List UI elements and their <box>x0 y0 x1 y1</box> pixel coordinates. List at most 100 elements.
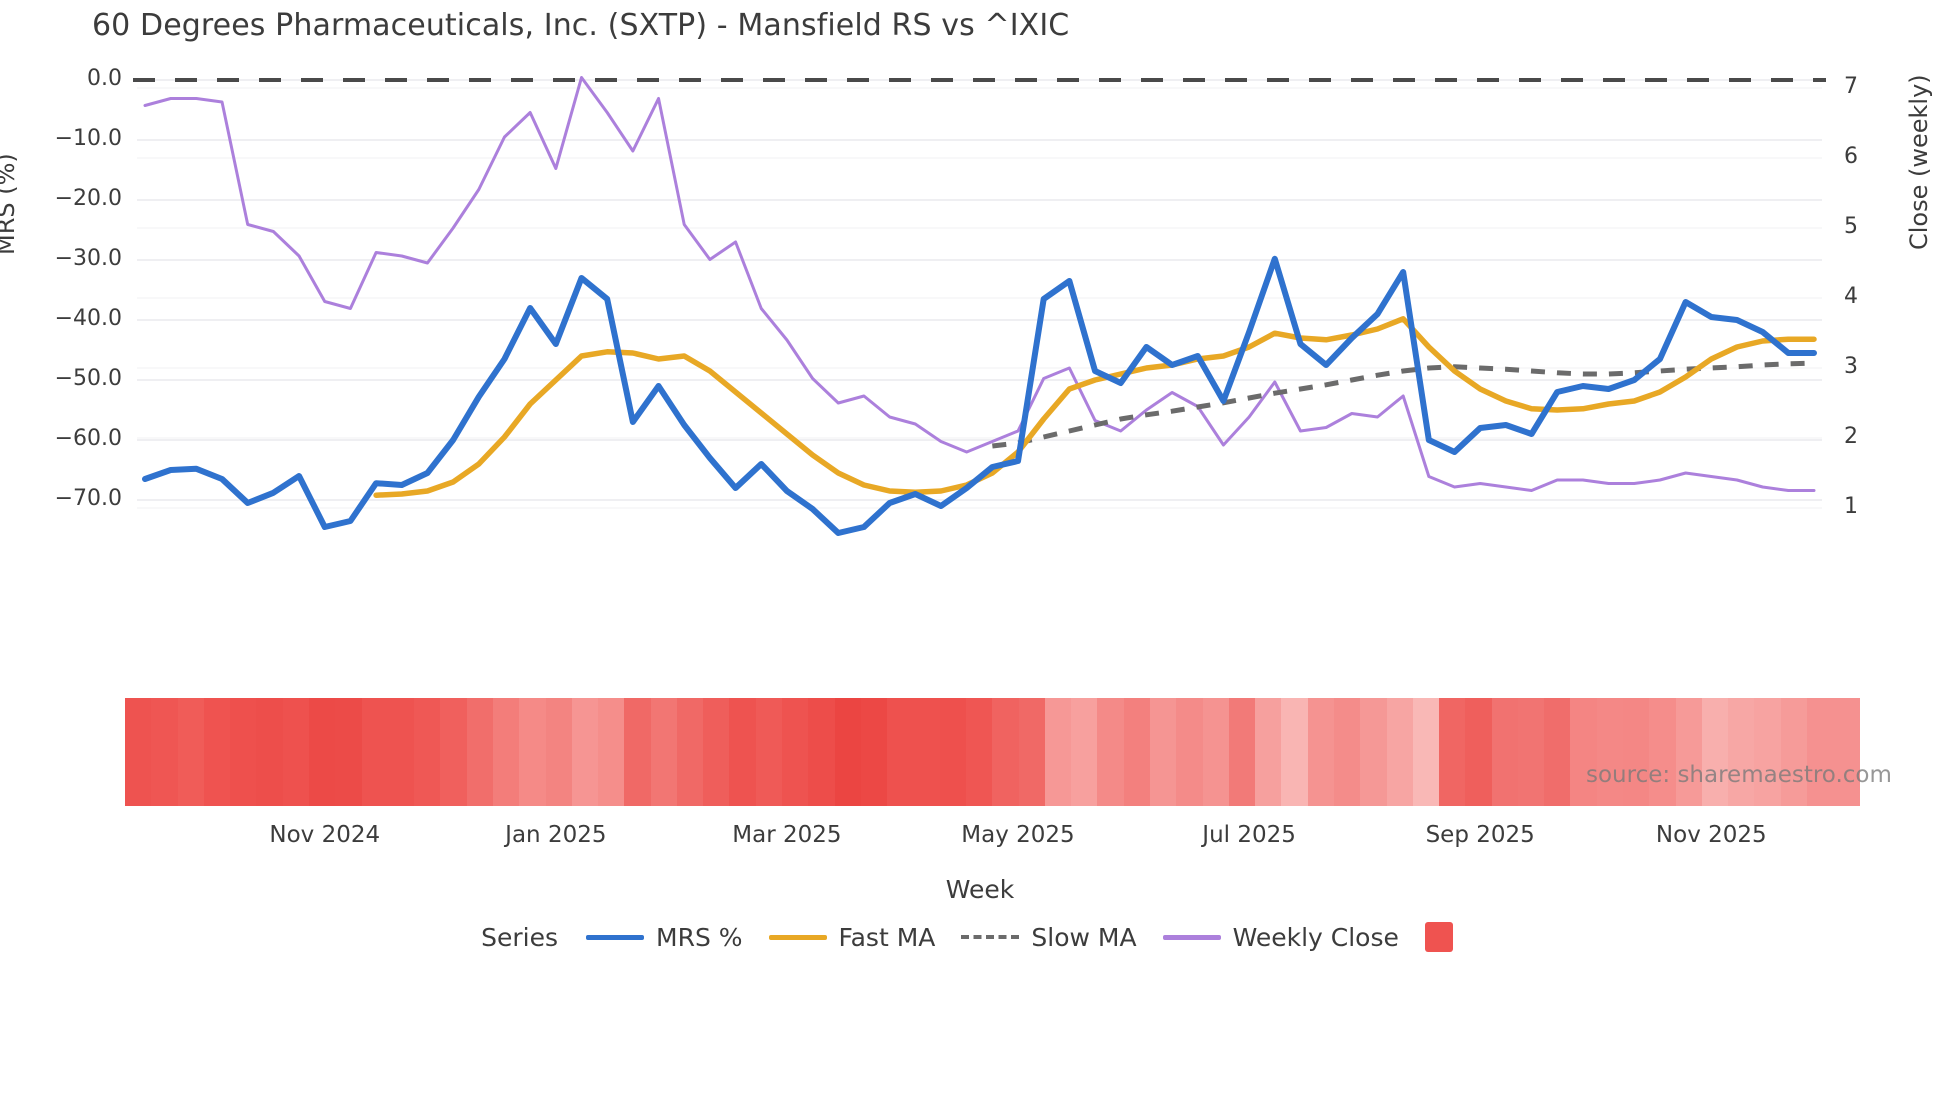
rs-strength-heat-band <box>125 698 1860 806</box>
heat-band-cell <box>887 698 914 806</box>
heat-band-cell <box>1149 698 1177 806</box>
plot-area <box>133 76 1826 620</box>
page-title: 60 Degrees Pharmaceuticals, Inc. (SXTP) … <box>92 8 1070 43</box>
legend-line-swatch <box>768 934 827 940</box>
y-axis-left-tick: −30.0 <box>54 246 122 271</box>
series-mrs <box>142 255 1817 536</box>
heat-band-cell <box>1071 698 1098 806</box>
legend-item[interactable]: Slow MA <box>961 922 1137 952</box>
y-axis-left-tick: 0.0 <box>87 66 122 91</box>
heat-band-cell <box>177 698 204 806</box>
heat-band-cell <box>703 698 730 806</box>
series-weekly-close <box>143 76 1816 492</box>
heat-band-cell <box>913 698 940 806</box>
y-axis-left-tick: −60.0 <box>54 426 122 451</box>
y-axis-left-tick: −40.0 <box>54 306 122 331</box>
legend-item[interactable]: Weekly Close <box>1162 922 1399 952</box>
heat-band-cell <box>782 698 809 806</box>
heat-band-cell <box>624 698 651 806</box>
heat-band-cell <box>729 698 756 806</box>
heat-band-cell <box>492 698 520 806</box>
heat-band-cell <box>939 698 966 806</box>
y-axis-right-label: Close (weekly) <box>1905 74 1933 250</box>
heat-band-cell <box>440 698 467 806</box>
heat-band-cell <box>598 698 625 806</box>
heat-band-cell <box>1701 698 1729 806</box>
heat-band-cell <box>1491 698 1518 806</box>
heat-band-cell <box>834 698 861 806</box>
chart-legend: Series MRS % Fast MA Slow MA Weekly Close <box>0 922 1960 952</box>
heat-band-cell <box>1228 698 1256 806</box>
heat-band-cell <box>571 698 599 806</box>
heat-band-cell <box>992 698 1019 806</box>
heat-band-cell <box>1386 698 1413 806</box>
heat-band-cell <box>1833 698 1860 806</box>
heat-band-cell <box>335 698 362 806</box>
heat-band-cell <box>1544 698 1571 806</box>
heat-band-cell <box>1623 698 1650 806</box>
heat-band-cell <box>1123 698 1150 806</box>
heat-band-cell <box>466 698 493 806</box>
heat-band-cell <box>519 698 546 806</box>
heat-band-cell <box>387 698 415 806</box>
heat-band-cell <box>1018 698 1045 806</box>
heat-band-cell <box>1517 698 1545 806</box>
legend-line-swatch <box>1162 934 1221 940</box>
y-axis-right-tick: 1 <box>1844 494 1858 519</box>
heat-band-cell <box>125 698 152 806</box>
x-axis-tick: Jul 2025 <box>1202 822 1296 848</box>
rs-band-swatch <box>1424 922 1453 952</box>
heat-band-cell <box>650 698 677 806</box>
legend-line-swatch <box>961 935 1020 939</box>
x-axis-tick: Sep 2025 <box>1425 822 1535 848</box>
legend-title: Series <box>481 922 559 952</box>
y-axis-right-tick: 2 <box>1844 424 1858 449</box>
heat-band-cell <box>1754 698 1781 806</box>
series-canvas <box>133 76 1826 536</box>
y-axis-left-tick: −70.0 <box>54 486 122 511</box>
heat-band-cell <box>1807 698 1834 806</box>
heat-band-cell <box>256 698 283 806</box>
y-axis-right-tick: 5 <box>1844 214 1858 239</box>
heat-band-cell <box>308 698 336 806</box>
x-axis-tick: Nov 2025 <box>1655 822 1767 848</box>
x-axis-tick: May 2025 <box>961 822 1075 848</box>
y-axis-right-tick: 3 <box>1844 354 1858 379</box>
heat-band-cell <box>361 698 388 806</box>
x-axis-label: Week <box>945 875 1015 904</box>
legend-label: Slow MA <box>1031 922 1137 952</box>
heat-band-cell <box>1596 698 1624 806</box>
x-axis-tick: Nov 2024 <box>269 822 381 848</box>
heat-band-cell <box>966 698 993 806</box>
heat-band-cell <box>282 698 309 806</box>
y-axis-left-tick: −10.0 <box>54 126 122 151</box>
heat-band-cell <box>755 698 783 806</box>
heat-band-cell <box>1281 698 1308 806</box>
heat-band-cell <box>1044 698 1072 806</box>
heat-band-cell <box>860 698 888 806</box>
legend-item[interactable]: Fast MA <box>768 923 935 952</box>
legend-color-swatch[interactable] <box>1424 922 1453 952</box>
y-axis-left-tick: −20.0 <box>54 186 122 211</box>
heat-band-cell <box>1780 698 1807 806</box>
heat-band-cell <box>545 698 572 806</box>
source-watermark: source: sharemaestro.com <box>1586 762 1892 788</box>
y-axis-right-tick: 6 <box>1844 144 1858 169</box>
heat-band-cell <box>414 698 441 806</box>
x-axis-tick: Jan 2025 <box>505 822 607 848</box>
heat-band-cell <box>1307 698 1334 806</box>
heat-band-cell <box>1439 698 1466 806</box>
legend-label: Weekly Close <box>1232 922 1399 952</box>
legend-item[interactable]: MRS % <box>586 923 743 952</box>
series-fast-ma <box>373 316 1817 498</box>
series-slow-ma <box>992 360 1815 449</box>
heat-band-cell <box>1570 698 1597 806</box>
heat-band-cell <box>1176 698 1203 806</box>
heat-band-cell <box>1202 698 1229 806</box>
heat-band-cell <box>808 698 835 806</box>
y-axis-right-tick: 7 <box>1844 74 1858 99</box>
heat-band-cell <box>1465 698 1492 806</box>
legend-label: MRS % <box>656 922 743 952</box>
heat-band-cell <box>676 698 704 806</box>
heat-band-cell <box>1360 698 1387 806</box>
